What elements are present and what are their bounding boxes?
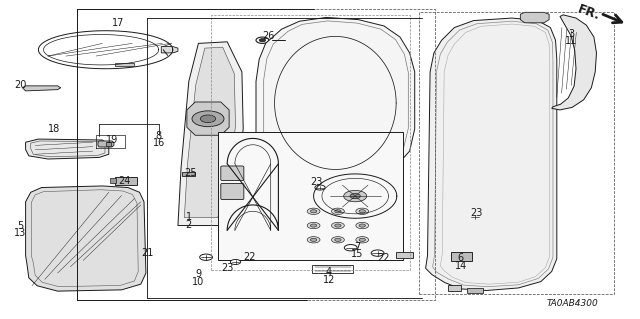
Circle shape (307, 208, 320, 214)
Text: 9: 9 (195, 269, 202, 279)
Circle shape (350, 194, 360, 199)
Circle shape (307, 237, 320, 243)
Polygon shape (184, 47, 236, 218)
Circle shape (200, 115, 216, 122)
Circle shape (356, 222, 369, 229)
Circle shape (256, 37, 269, 43)
Circle shape (335, 238, 341, 241)
Circle shape (192, 111, 224, 127)
Polygon shape (187, 102, 229, 135)
Circle shape (230, 259, 241, 264)
Text: 13: 13 (14, 228, 27, 238)
Polygon shape (26, 186, 146, 291)
Circle shape (470, 214, 480, 219)
Polygon shape (256, 18, 415, 189)
Text: 20: 20 (14, 79, 27, 90)
Text: 22: 22 (378, 253, 390, 263)
Polygon shape (218, 132, 403, 260)
Text: 11: 11 (564, 36, 577, 47)
Circle shape (371, 250, 384, 256)
Text: 3: 3 (568, 29, 574, 39)
Text: 26: 26 (262, 31, 275, 41)
FancyBboxPatch shape (221, 166, 244, 181)
Circle shape (344, 190, 367, 202)
Circle shape (359, 224, 365, 227)
Text: 8: 8 (156, 131, 162, 141)
Polygon shape (98, 141, 114, 147)
Circle shape (307, 222, 320, 229)
Circle shape (310, 224, 317, 227)
Circle shape (315, 185, 325, 190)
Polygon shape (161, 47, 178, 53)
Polygon shape (26, 139, 109, 159)
Text: 1: 1 (186, 212, 192, 222)
Text: 18: 18 (48, 124, 61, 134)
Circle shape (200, 254, 212, 260)
Text: 21: 21 (141, 249, 154, 258)
Circle shape (259, 39, 266, 42)
Text: 25: 25 (184, 168, 196, 178)
Polygon shape (178, 42, 243, 226)
Circle shape (335, 210, 341, 213)
Circle shape (332, 222, 344, 229)
Text: 15: 15 (351, 249, 364, 259)
Text: FR.: FR. (576, 2, 602, 22)
Polygon shape (115, 63, 134, 66)
Polygon shape (312, 264, 353, 273)
Polygon shape (182, 172, 195, 176)
Polygon shape (448, 285, 461, 291)
Text: 14: 14 (454, 261, 467, 271)
Polygon shape (467, 288, 483, 293)
Text: 2: 2 (186, 219, 192, 230)
Text: 16: 16 (152, 138, 165, 148)
Polygon shape (110, 178, 116, 183)
Polygon shape (396, 252, 413, 258)
FancyBboxPatch shape (115, 177, 137, 185)
Text: 7: 7 (354, 242, 360, 252)
FancyBboxPatch shape (221, 183, 244, 200)
Text: 10: 10 (192, 277, 205, 286)
Circle shape (356, 208, 369, 214)
Text: 6: 6 (458, 253, 464, 263)
Circle shape (359, 238, 365, 241)
Text: 19: 19 (106, 135, 118, 145)
Polygon shape (552, 15, 596, 110)
Text: 23: 23 (310, 177, 323, 187)
Text: 4: 4 (326, 267, 332, 277)
Circle shape (335, 224, 341, 227)
Text: TA0AB4300: TA0AB4300 (547, 299, 598, 308)
Text: 17: 17 (112, 18, 125, 28)
Circle shape (359, 210, 365, 213)
Circle shape (344, 245, 357, 251)
Text: 23: 23 (221, 263, 234, 273)
Circle shape (310, 210, 317, 213)
Text: 5: 5 (17, 220, 24, 231)
Text: 23: 23 (470, 208, 483, 218)
FancyBboxPatch shape (451, 252, 472, 261)
Polygon shape (22, 86, 61, 91)
Circle shape (332, 208, 344, 214)
Circle shape (310, 238, 317, 241)
Polygon shape (426, 18, 557, 291)
Text: 12: 12 (323, 275, 335, 285)
Polygon shape (520, 12, 549, 23)
Circle shape (332, 237, 344, 243)
Text: 24: 24 (118, 176, 131, 186)
Text: 22: 22 (243, 252, 256, 262)
Circle shape (356, 237, 369, 243)
Polygon shape (106, 142, 111, 146)
